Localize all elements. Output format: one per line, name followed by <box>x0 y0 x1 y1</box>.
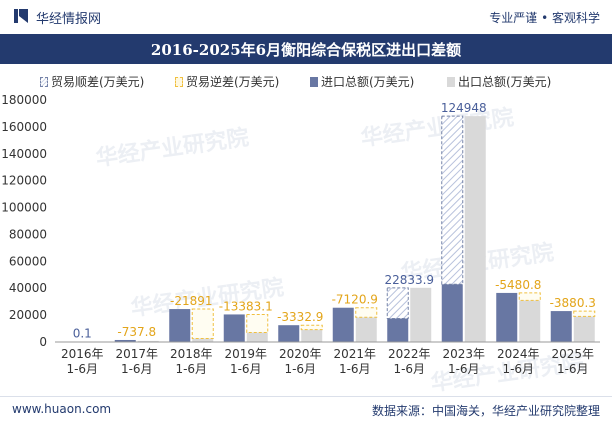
balance-label: 22833.9 <box>384 273 434 287</box>
import-bar <box>387 318 408 342</box>
import-bar <box>333 308 354 342</box>
x-tick-label: 1-6月 <box>121 362 153 376</box>
balance-label: -3332.9 <box>277 310 323 324</box>
y-tick-label: 80000 <box>9 227 47 241</box>
x-tick-label: 2017年 <box>115 347 158 361</box>
trade-surplus-segment <box>442 116 463 284</box>
export-bar <box>356 317 377 342</box>
x-tick-label: 2021年 <box>333 347 376 361</box>
x-tick-label: 2022年 <box>388 347 431 361</box>
import-bar <box>496 293 517 342</box>
import-bar <box>224 314 245 342</box>
x-tick-label: 2023年 <box>442 347 485 361</box>
x-tick-label: 1-6月 <box>502 362 534 376</box>
y-tick-label: 0 <box>39 335 47 349</box>
export-bar <box>410 288 431 342</box>
x-tick-label: 2025年 <box>551 347 594 361</box>
trade-deficit-segment <box>356 308 377 318</box>
x-tick-label: 1-6月 <box>284 362 316 376</box>
y-tick-label: 120000 <box>1 174 47 188</box>
footer-source: 数据来源：中国海关，华经产业研究院整理 <box>372 402 600 419</box>
balance-label: 124948 <box>441 101 487 115</box>
x-tick-label: 1-6月 <box>230 362 262 376</box>
export-bar <box>247 332 268 342</box>
trade-deficit-segment <box>519 293 540 300</box>
chart-canvas: 0 20000 40000 60000 80000 100000 120000 140000 1… <box>0 0 612 396</box>
x-tick-label: 1-6月 <box>339 362 371 376</box>
y-tick-label: 60000 <box>9 254 47 268</box>
balance-label: -737.8 <box>117 325 156 339</box>
x-axis: 2016年1-6月2017年1-6月2018年1-6月2019年1-6月2020… <box>55 342 600 376</box>
trade-deficit-segment <box>247 314 268 332</box>
trade-deficit-segment <box>301 325 322 329</box>
import-bar <box>278 325 299 342</box>
export-bar <box>465 116 486 342</box>
x-tick-label: 2016年 <box>61 347 104 361</box>
x-tick-label: 2020年 <box>279 347 322 361</box>
y-tick-label: 180000 <box>1 93 47 107</box>
export-bar <box>192 339 213 342</box>
balance-label: -13383.1 <box>219 299 273 313</box>
x-tick-label: 1-6月 <box>175 362 207 376</box>
x-tick-label: 1-6月 <box>393 362 425 376</box>
trade-deficit-segment <box>192 309 213 338</box>
x-tick-label: 1-6月 <box>448 362 480 376</box>
y-tick-label: 160000 <box>1 120 47 134</box>
balance-label: 0.1 <box>73 327 92 341</box>
x-tick-label: 2024年 <box>497 347 540 361</box>
import-bar <box>442 284 463 342</box>
x-tick-label: 1-6月 <box>66 362 98 376</box>
balance-label: -7120.9 <box>332 293 378 307</box>
x-tick-label: 2019年 <box>224 347 267 361</box>
trade-deficit-segment <box>574 311 595 316</box>
footer-website: www.huaon.com <box>12 402 111 416</box>
balance-label: -3880.3 <box>550 296 596 310</box>
x-tick-label: 2018年 <box>170 347 213 361</box>
footer: www.huaon.com 数据来源：中国海关，华经产业研究院整理 <box>0 396 612 425</box>
x-tick-label: 1-6月 <box>557 362 589 376</box>
balance-label: -5480.8 <box>495 278 541 292</box>
bar-group <box>60 116 595 342</box>
import-bar <box>551 311 572 342</box>
y-tick-label: 40000 <box>9 281 47 295</box>
balance-label: -21891 <box>170 294 213 308</box>
export-bar <box>301 330 322 342</box>
y-tick-label: 100000 <box>1 201 47 215</box>
export-bar <box>519 300 540 342</box>
trade-surplus-segment <box>387 288 408 319</box>
export-bar <box>574 316 595 342</box>
import-bar <box>169 309 190 342</box>
data-labels: 0.1 -737.8 -21891 -13383.1 -3332.9 -7120.9 228… <box>73 101 596 340</box>
y-axis: 0 20000 40000 60000 80000 100000 120000 140000 1… <box>1 93 47 349</box>
y-tick-label: 20000 <box>9 308 47 322</box>
y-tick-label: 140000 <box>1 147 47 161</box>
